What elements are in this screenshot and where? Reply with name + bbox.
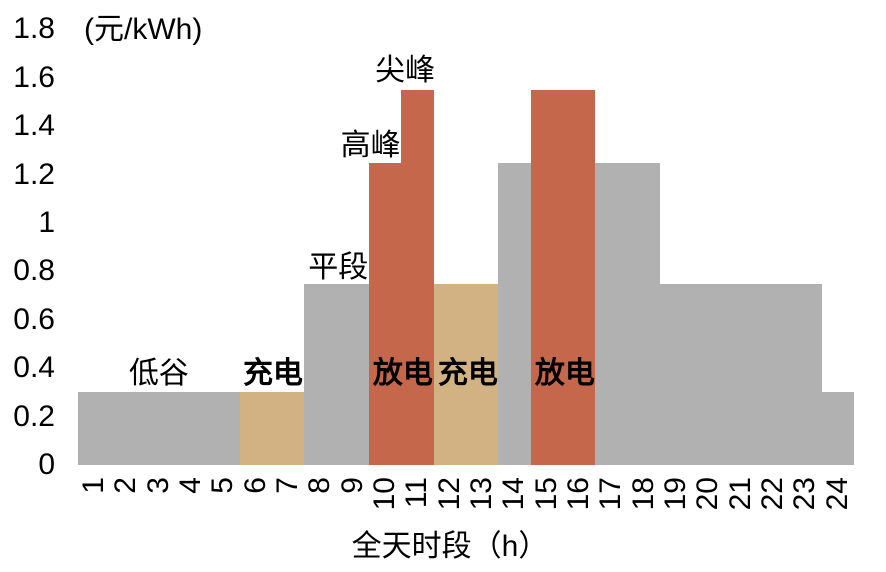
period-annotation: 低谷 [128, 357, 189, 391]
price-bar [239, 392, 305, 465]
y-tick-label: 1.2 [13, 157, 55, 191]
price-bar [78, 392, 240, 465]
y-tick-label: 0 [38, 448, 55, 481]
y-tick-label: 0.2 [13, 399, 55, 433]
period-annotation: 充电 [437, 357, 498, 391]
x-tick-label: 7 [271, 477, 305, 494]
y-tick-label: 1.6 [13, 60, 55, 94]
period-annotation: 尖峰 [375, 53, 436, 87]
x-tick-label: 5 [206, 477, 240, 494]
x-tick-label: 6 [238, 477, 272, 494]
y-tick-label: 0.4 [13, 351, 55, 385]
period-annotation: 高峰 [340, 128, 401, 162]
y-tick-label: 1.8 [13, 12, 55, 46]
period-annotation: 充电 [242, 357, 303, 391]
x-tick-label: 22 [756, 477, 790, 511]
x-tick-label: 8 [303, 477, 337, 494]
y-tick-label: 1.4 [13, 109, 55, 143]
y-tick-label: 0.8 [13, 254, 55, 288]
period-annotation: 放电 [534, 357, 595, 391]
x-tick-label: 2 [109, 477, 143, 494]
price-bar [433, 283, 499, 465]
x-tick-label: 9 [335, 477, 369, 494]
x-tick-label: 18 [626, 477, 660, 511]
x-tick-label: 16 [562, 477, 596, 511]
x-tick-label: 14 [497, 477, 531, 511]
x-tick-label: 20 [691, 477, 725, 511]
price-bar [401, 89, 434, 465]
x-tick-label: 13 [465, 477, 499, 511]
y-tick-label: 1 [38, 206, 55, 239]
price-bar [498, 162, 531, 465]
x-axis-title: 全天时段（h） [351, 530, 549, 563]
x-tick-label: 19 [659, 477, 693, 511]
period-annotation: 平段 [308, 250, 369, 284]
x-tick-label: 4 [174, 477, 208, 494]
x-tick-label: 1 [77, 477, 111, 494]
price-bar [530, 89, 596, 465]
price-bar [821, 392, 854, 465]
x-tick-label: 17 [594, 477, 628, 511]
price-bar [595, 162, 660, 465]
x-tick-label: 12 [432, 477, 466, 511]
y-tick-label: 0.6 [13, 302, 55, 336]
x-tick-label: 10 [368, 477, 402, 511]
x-tick-label: 15 [529, 477, 563, 511]
y-axis-unit-label: (元/kWh) [84, 13, 203, 46]
price-bar [304, 283, 369, 465]
price-bar [659, 283, 822, 465]
period-annotation: 放电 [372, 357, 433, 391]
x-tick-label: 3 [141, 477, 175, 494]
x-tick-label: 21 [723, 477, 757, 511]
x-tick-label: 23 [788, 477, 822, 511]
x-tick-label: 11 [400, 477, 434, 509]
price-bar [368, 162, 402, 465]
x-tick-label: 24 [820, 477, 854, 511]
